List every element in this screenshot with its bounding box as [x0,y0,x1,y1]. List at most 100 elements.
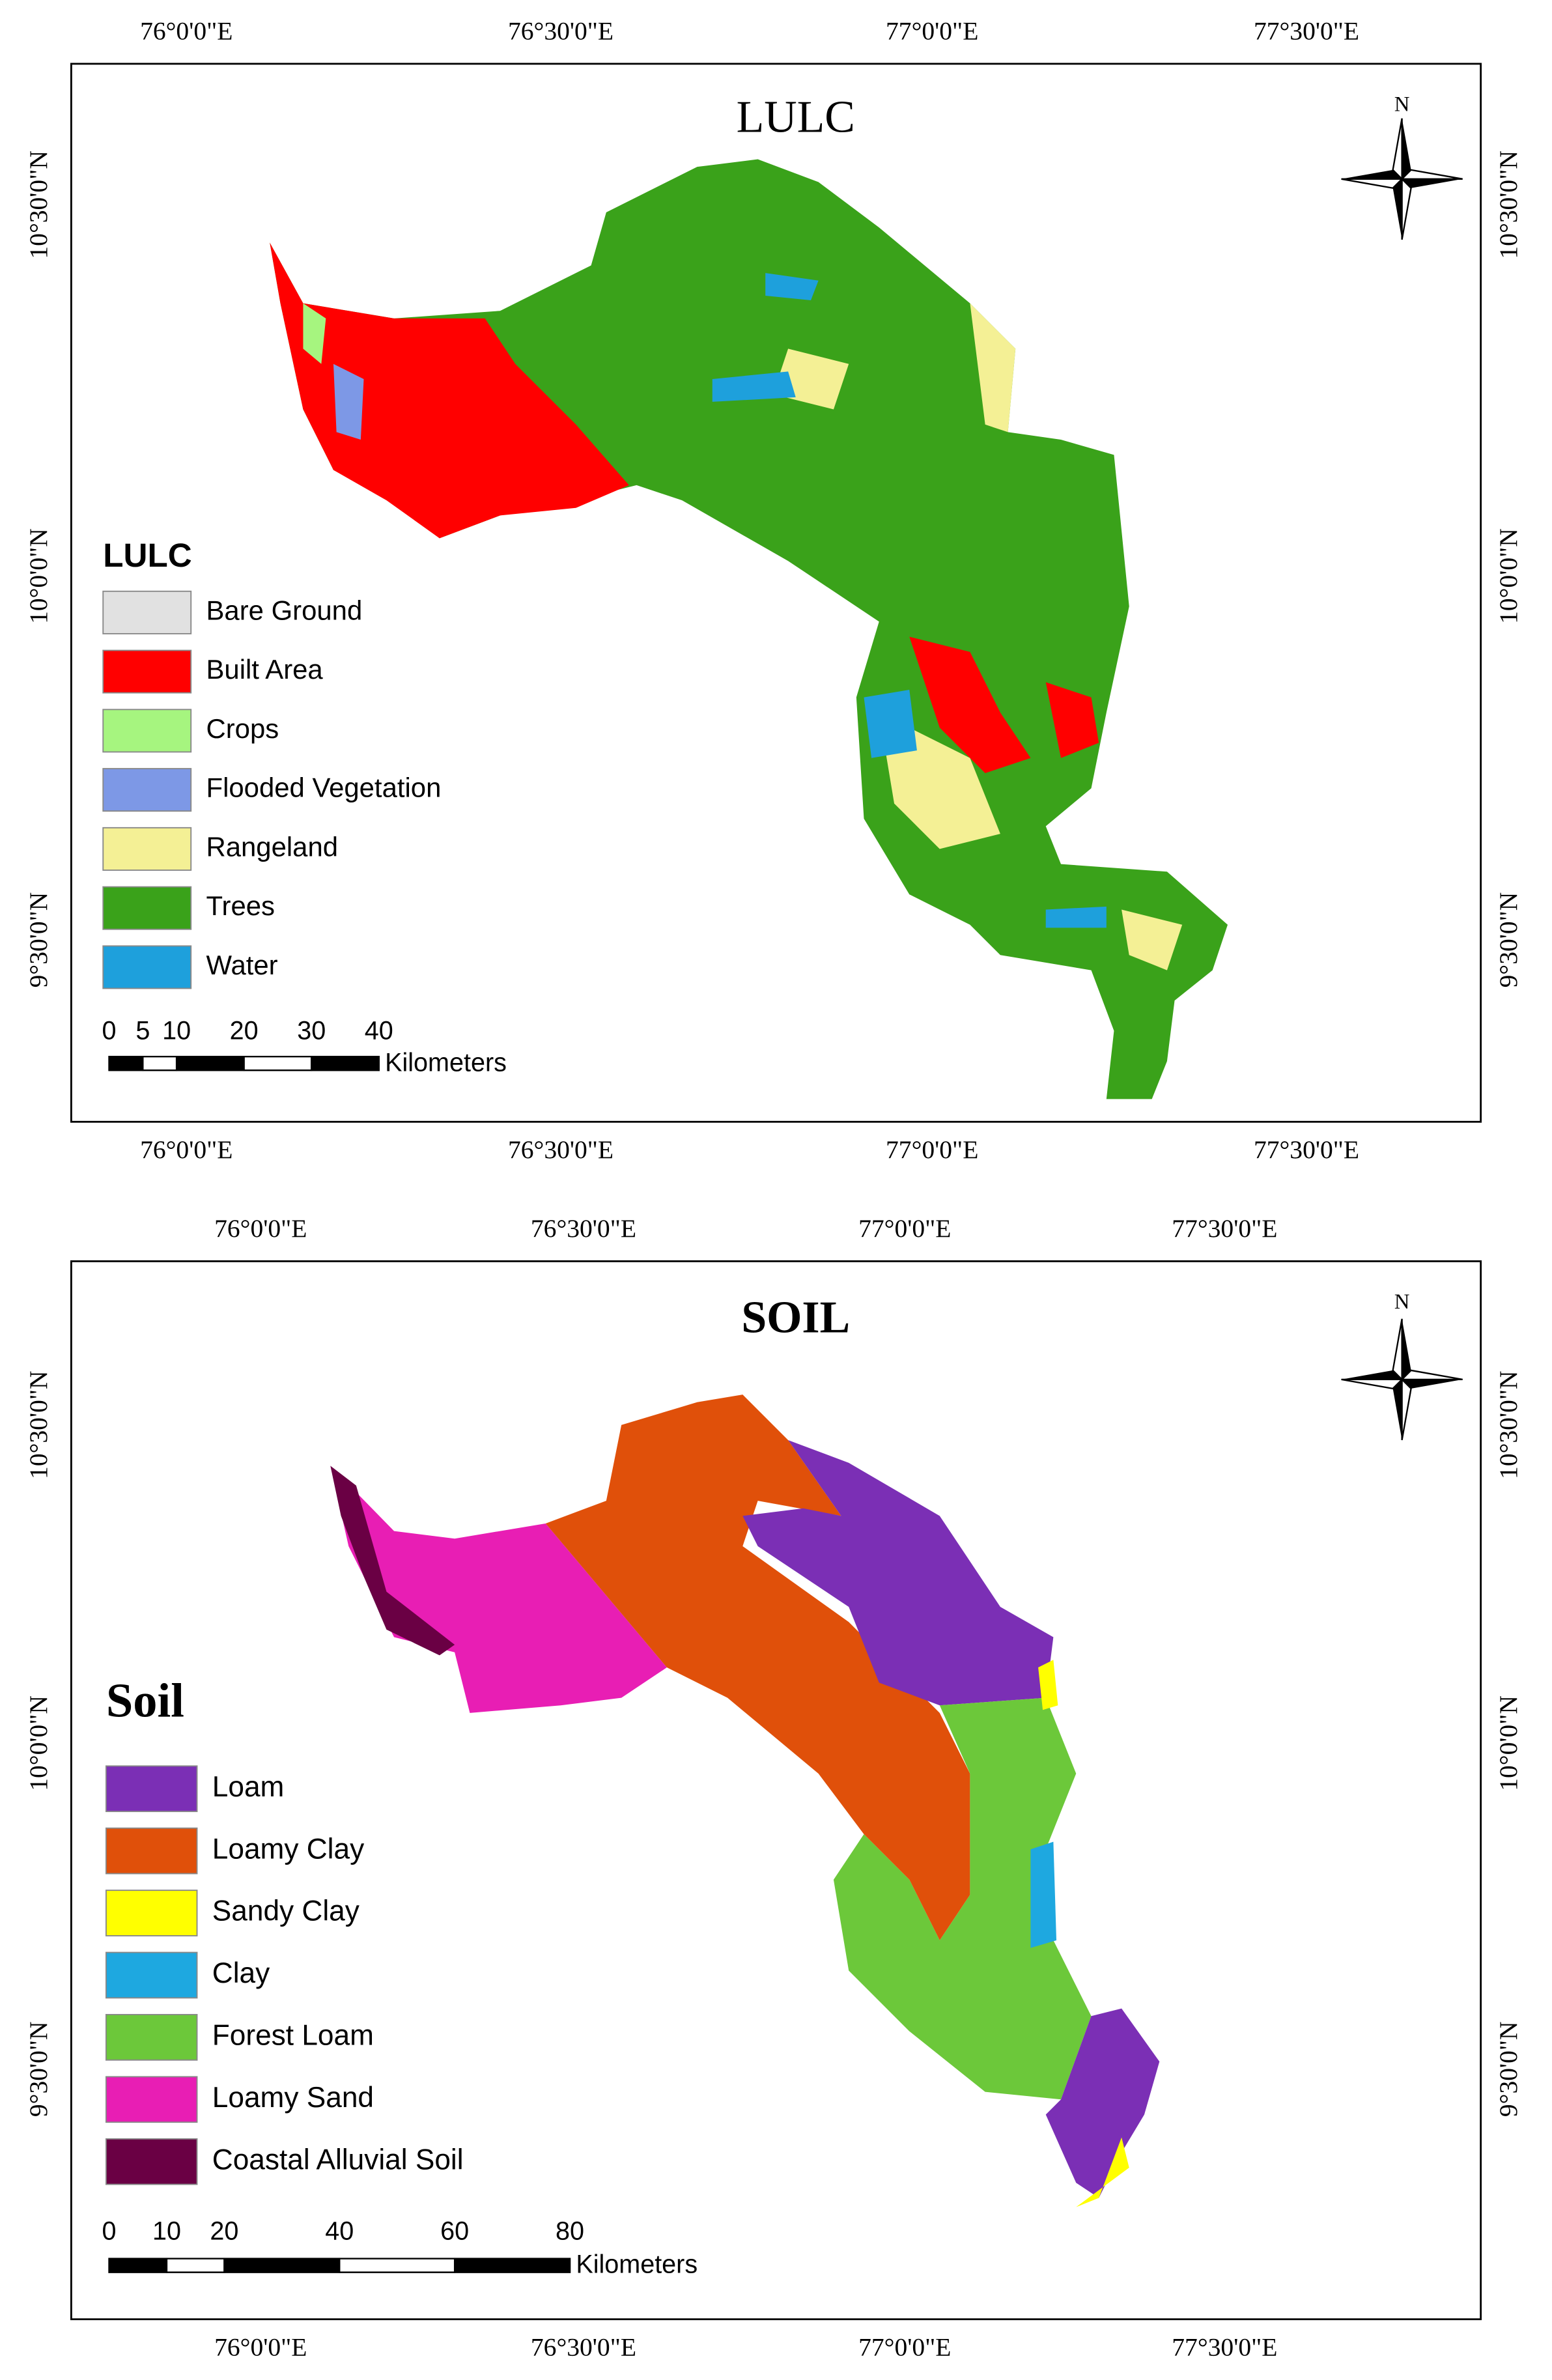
longitude-label: 77°0'0"E [858,2332,951,2361]
legend-label: Trees [206,890,275,921]
built-area [909,636,1031,774]
scale-unit: Kilometers [385,1048,507,1077]
legend-title: Soil [106,1674,184,1727]
legend-swatch [102,945,192,989]
legend-label: Loam [212,1771,285,1803]
soil-region [330,1395,1160,2207]
longitude-label: 77°30'0"E [1254,16,1359,45]
latitude-label: 10°30'0"N [24,150,53,259]
frame [70,63,1482,1123]
map-title: SOIL [741,1292,850,1342]
scale-segment [243,1056,313,1071]
scale-label: 40 [325,2217,354,2246]
legend-swatch [102,886,192,930]
legend-swatch [105,2014,198,2061]
scale-label: 20 [230,1016,259,1045]
rangeland-area [970,303,1016,432]
scale-segment [108,2258,168,2273]
latitude-label: 10°30'0"N [24,1370,53,1479]
loam-area [742,1439,1054,1706]
rangeland-area [1122,909,1183,970]
frame [70,1260,1482,2321]
longitude-label: 76°0'0"E [140,1135,233,1164]
scale-segment [223,2258,341,2273]
flooded-vegetation-area [333,363,364,440]
legend-label: Water [206,950,277,980]
north-arrow [1341,1318,1463,1441]
water-area [1045,906,1107,928]
latitude-label: 10°0'0"N [1494,528,1523,624]
legend-label: Built Area [206,654,323,685]
latitude-label: 10°0'0"N [24,528,53,624]
water-area [712,371,796,402]
loamy-sand-area [330,1466,667,1713]
scale-segment [339,2258,456,2273]
scale-label: 5 [135,1016,150,1045]
longitude-label: 77°0'0"E [886,1135,978,1164]
longitude-label: 77°0'0"E [858,1214,951,1243]
legend-swatch [102,590,192,634]
longitude-label: 76°0'0"E [214,2332,307,2361]
crops-area [303,303,326,364]
scale-label: 80 [556,2217,584,2246]
legend-label: Loamy Sand [212,2082,374,2114]
scale-segment [311,1056,380,1071]
latitude-label: 9°30'0"N [24,2021,53,2117]
water-area [765,273,819,300]
legend-swatch [105,1765,198,1813]
coastal-alluvial-area [330,1466,455,1656]
longitude-label: 76°30'0"E [508,16,614,45]
loam-area [1045,2008,1160,2198]
scale-segment [165,2258,225,2273]
north-label: N [1394,1290,1410,1314]
forest-loam-area [833,1697,1092,2100]
north-label: N [1394,93,1410,117]
legend-swatch [102,827,192,871]
sandy-clay-area [1038,1660,1058,1710]
legend-swatch [105,1951,198,1999]
legend-label: Sandy Clay [212,1895,360,1927]
legend-label: Loamy Clay [212,1833,365,1865]
longitude-label: 76°0'0"E [214,1214,307,1243]
legend-label: Clay [212,1957,270,1989]
latitude-label: 9°30'0"N [1494,892,1523,988]
legend-swatch [105,1827,198,1875]
built-area [270,242,629,539]
loamy-clay-area [545,1395,970,1940]
scale-segment [453,2258,571,2273]
north-arrow [1341,118,1463,240]
legend-label: Forest Loam [212,2020,374,2052]
scale-segment [175,1056,245,1071]
legend-title: LULC [103,537,191,574]
legend-label: Bare Ground [206,595,362,625]
latitude-label: 9°30'0"N [1494,2021,1523,2117]
latitude-label: 10°30'0"N [1494,150,1523,259]
longitude-label: 76°30'0"E [531,1214,636,1243]
legend-swatch [105,1890,198,1936]
longitude-label: 77°0'0"E [886,16,978,45]
longitude-label: 76°30'0"E [508,1135,614,1164]
longitude-label: 76°0'0"E [140,16,233,45]
latitude-label: 10°30'0"N [1494,1370,1523,1479]
legend-swatch [102,768,192,812]
scale-unit: Kilometers [576,2250,698,2279]
longitude-label: 77°30'0"E [1172,1214,1277,1243]
latitude-label: 10°0'0"N [1494,1695,1523,1791]
legend-label: Rangeland [206,831,338,862]
legend-label: Crops [206,713,279,744]
scale-label: 10 [162,1016,191,1045]
water-area [864,690,917,758]
longitude-label: 77°30'0"E [1172,2332,1277,2361]
scale-label: 10 [152,2217,181,2246]
legend-label: Flooded Vegetation [206,772,441,803]
legend-label: Coastal Alluvial Soil [212,2144,464,2175]
sandy-clay-area [1076,2137,1129,2207]
scale-label: 0 [102,1016,117,1045]
clay-area [1030,1841,1057,1948]
scale-segment [142,1056,178,1071]
scale-label: 60 [440,2217,469,2246]
scale-label: 30 [297,1016,326,1045]
map-title: LULC [737,92,855,142]
